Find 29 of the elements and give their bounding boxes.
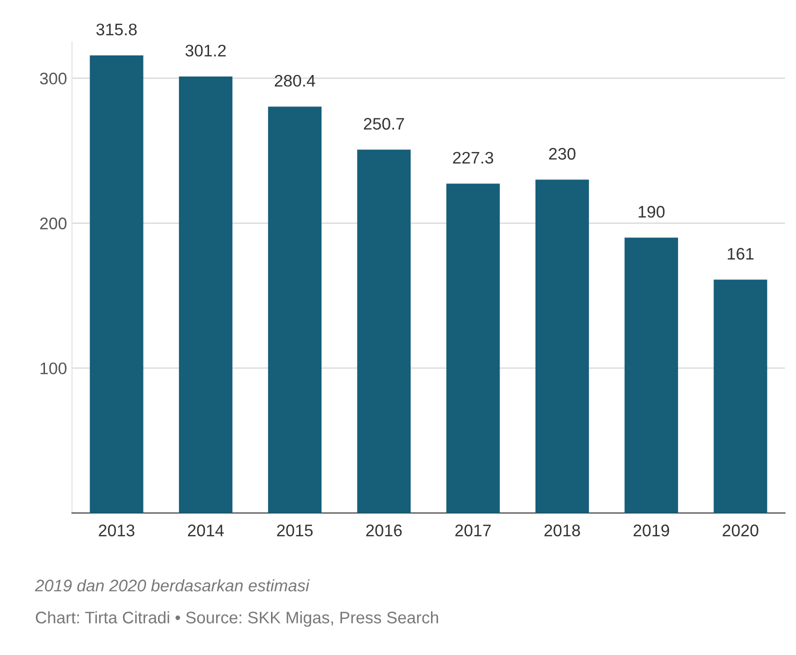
bar [624, 238, 678, 513]
data-label: 227.3 [453, 152, 494, 164]
data-label: 161 [728, 248, 754, 260]
data-label: 250.7 [364, 118, 404, 130]
x-tick-label: 2016 [366, 524, 402, 536]
data-label: 190 [638, 206, 665, 218]
data-label: 230 [549, 148, 576, 160]
x-tick-label: 2019 [634, 524, 670, 536]
x-tick-label: 2015 [277, 524, 313, 536]
y-tick-label: 300 [40, 72, 66, 84]
bar [714, 280, 768, 513]
data-label: 301.2 [185, 44, 226, 57]
x-tick-label: 2014 [188, 524, 224, 536]
bar [357, 150, 411, 513]
text: Chart: Tirta Citradi • Source: SKK Migas, Press Search [36, 611, 438, 627]
bar [90, 55, 144, 513]
text: 2019 dan 2020 berdasarkan estimasi [34, 579, 310, 592]
bar [178, 76, 232, 513]
data-label: 315.8 [96, 24, 137, 36]
bar [268, 106, 322, 513]
x-tick-label: 2018 [544, 524, 580, 536]
x-tick-label: 2017 [455, 524, 491, 536]
data-label: 280.4 [274, 74, 316, 87]
bar [446, 184, 500, 513]
x-tick-label: 2020 [722, 524, 758, 536]
bar [535, 180, 589, 513]
y-tick-label: 200 [40, 218, 66, 230]
y-tick-label: 100 [40, 362, 66, 374]
x-tick-label: 2013 [98, 524, 134, 536]
